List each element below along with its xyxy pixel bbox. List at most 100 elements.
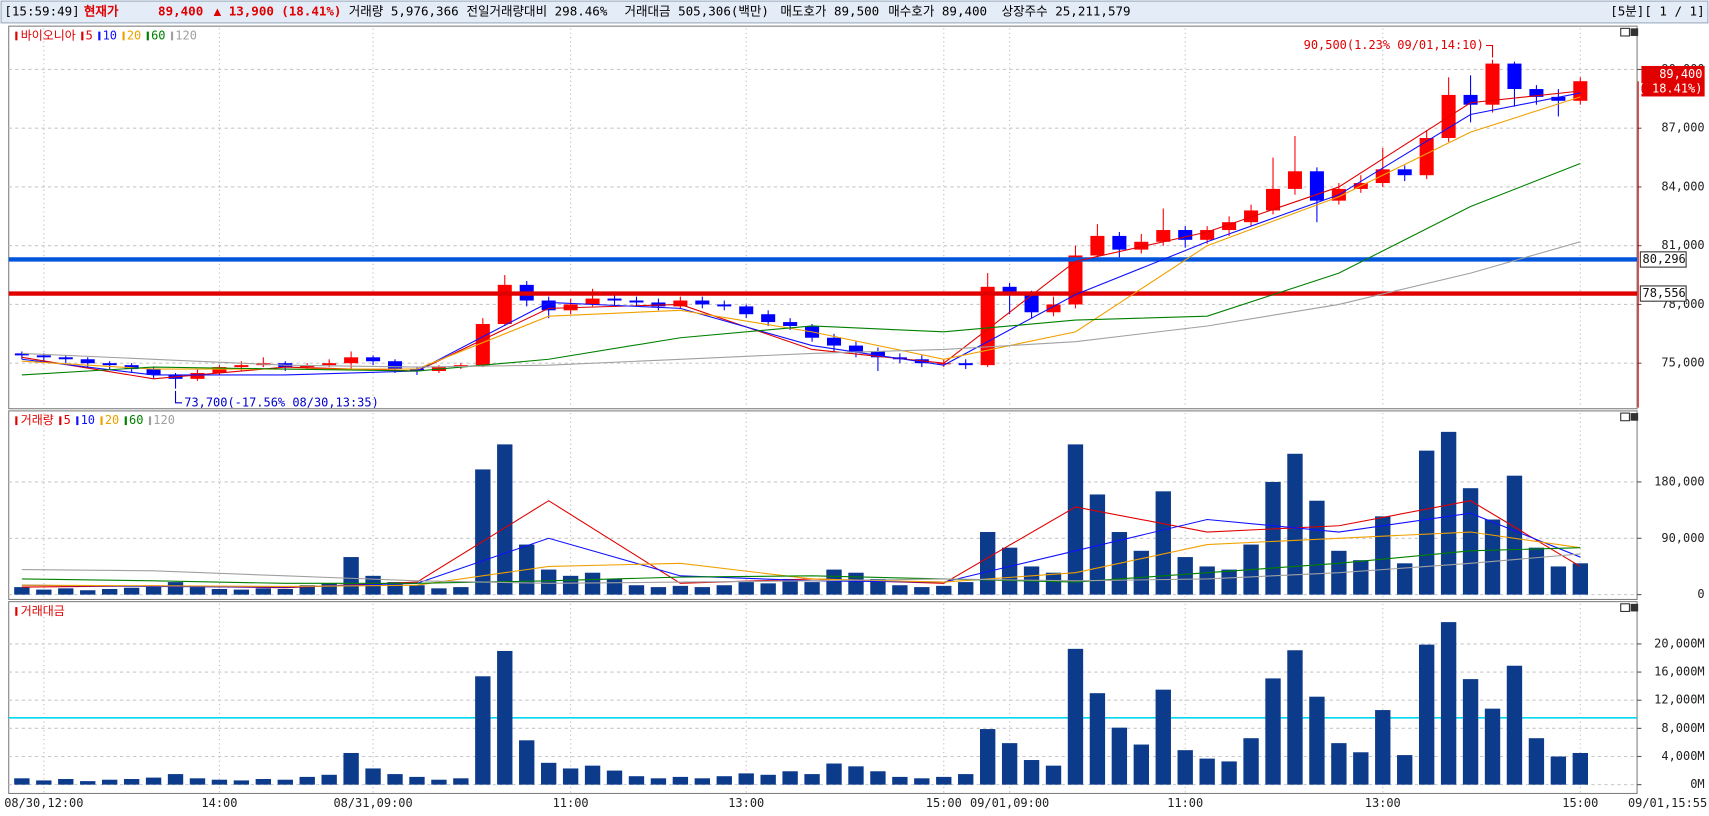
bar [1133, 550, 1149, 595]
bar [804, 582, 820, 595]
panel-button[interactable] [1620, 412, 1630, 422]
bar [760, 583, 776, 595]
bar [365, 768, 381, 785]
bar [1023, 760, 1040, 785]
candle-body [1507, 63, 1522, 90]
ask: 매도호가 89,500 [780, 3, 879, 18]
bar [914, 778, 930, 785]
panel-close[interactable] [1630, 603, 1639, 612]
bar [1111, 727, 1128, 785]
bar [1462, 679, 1479, 785]
bar [1089, 494, 1106, 595]
panel-button[interactable] [1620, 603, 1630, 612]
level-box [1639, 285, 1687, 302]
bar [1375, 516, 1391, 595]
period[interactable]: [5분][ 1 / 1] [1610, 3, 1704, 18]
legend-entry: 60 [129, 413, 143, 427]
ma-line [21, 553, 1581, 584]
bar [1287, 453, 1303, 595]
candle-body [1244, 210, 1259, 223]
y-tick-label: 4,000M [1661, 749, 1704, 763]
candle-body [1134, 241, 1149, 250]
candle-body [300, 365, 315, 368]
legend-marker [170, 31, 174, 41]
bar [1506, 475, 1523, 595]
bar [694, 778, 711, 785]
bar [299, 585, 315, 595]
bar [1133, 744, 1149, 785]
bar [233, 780, 250, 785]
candle-body [1178, 230, 1193, 240]
legend-entry: 120 [153, 413, 175, 427]
bar [1155, 689, 1171, 785]
bar [1528, 547, 1545, 595]
candle-body [102, 363, 117, 366]
candle-body [190, 372, 205, 379]
x-tick-label: 08/31,09:00 [333, 796, 412, 810]
level-box [1639, 251, 1687, 268]
x-tick-label: 14:00 [201, 796, 237, 810]
price: 89,400 [158, 3, 203, 18]
bar [211, 779, 228, 785]
bar [1572, 563, 1588, 595]
bar [189, 778, 206, 785]
y-tick-label: 81,000 [1661, 238, 1704, 252]
bar [1221, 761, 1237, 785]
change-pct: (18.41%) [281, 3, 341, 18]
candle-body [234, 365, 249, 368]
candle-body [80, 359, 95, 364]
bar [409, 585, 425, 595]
x-tick-label: 08/30,12:00 [4, 796, 83, 810]
candle-body [1551, 96, 1566, 101]
bar [431, 779, 447, 785]
candle-body [585, 298, 600, 305]
candle-body [58, 357, 73, 360]
amount: 거래대금 505,306(백만) [625, 3, 769, 18]
bar [1067, 444, 1084, 595]
candle-body [366, 357, 381, 362]
candle-body [629, 300, 644, 303]
y-tick-label: 0 [1697, 587, 1704, 601]
price-label: 현재가 [84, 3, 119, 18]
bar [299, 776, 315, 785]
volume-ratio: 전일거래량대비 298.46% [466, 3, 607, 18]
bar [277, 588, 293, 595]
y-tick-label: 84,000 [1661, 179, 1704, 193]
bar [650, 587, 667, 595]
annotation-arrow [1485, 44, 1494, 58]
candle-body [497, 284, 512, 325]
bar [782, 771, 798, 785]
panel-button[interactable] [1620, 27, 1630, 37]
panel-close[interactable] [1630, 413, 1639, 421]
bar [1045, 765, 1062, 785]
candle-body [717, 304, 732, 307]
legend-entry: 20 [105, 413, 119, 427]
candle-body [607, 298, 622, 301]
bar [1199, 758, 1215, 785]
candle-body [1265, 188, 1281, 211]
legend-entry: 120 [175, 28, 197, 42]
candle-body [980, 286, 995, 366]
legend-entry: 10 [103, 28, 117, 42]
bar [475, 469, 491, 595]
legend-title: 바이오니아 [21, 28, 76, 42]
panel-frame [8, 410, 1638, 601]
candle-body [1529, 89, 1544, 97]
bar [892, 585, 908, 595]
panel-close[interactable] [1630, 28, 1639, 36]
bar [672, 776, 689, 785]
candle-body [848, 345, 863, 352]
last-change: ( 18.41%) [1638, 81, 1703, 95]
candle-body [1200, 230, 1215, 240]
bid: 매수호가 89,400 [888, 3, 987, 18]
x-tick-label: 13:00 [1365, 796, 1401, 810]
bar [101, 588, 118, 595]
bar [1177, 750, 1193, 785]
candle-body [870, 351, 885, 358]
candle-body [541, 300, 556, 311]
bar [277, 779, 293, 785]
x-tick-label: 09/01,09:00 [970, 796, 1049, 810]
bar [1397, 755, 1413, 785]
shares: 상장주수 25,211,579 [1002, 3, 1131, 18]
x-tick-label: 11:00 [1167, 796, 1203, 810]
